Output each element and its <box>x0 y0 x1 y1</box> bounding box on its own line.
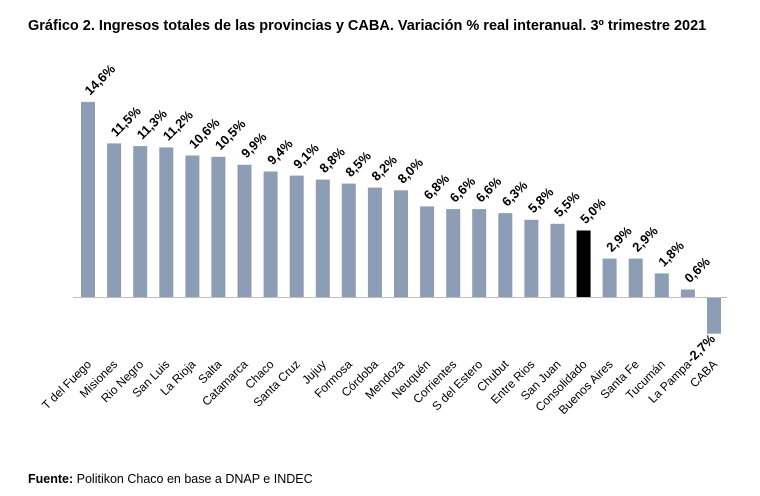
data-label: 0,6% <box>681 254 713 286</box>
data-label: 2,9% <box>629 223 661 255</box>
bar-córdoba <box>367 187 382 298</box>
bar-catamarca <box>237 164 252 298</box>
source-note: Fuente: Politikon Chaco en base a DNAP e… <box>28 472 313 486</box>
bar-chubut <box>498 213 513 298</box>
bar-s-del-estero <box>472 209 487 298</box>
bar-formosa <box>341 183 356 298</box>
data-label: 8,0% <box>395 155 427 187</box>
bar-neuquén <box>420 206 435 298</box>
bars-group <box>81 101 721 334</box>
data-label: 14,6% <box>82 61 119 98</box>
bar-buenos-aires <box>602 258 617 298</box>
source-label: Fuente: <box>28 472 74 486</box>
bar-jujuy <box>315 179 330 298</box>
bar-chaco <box>263 171 278 298</box>
chart-title: Gráfico 2. Ingresos totales de las provi… <box>28 18 707 34</box>
data-label: 6,6% <box>447 173 479 205</box>
bar-consolidado <box>576 230 591 298</box>
bar-san-luis <box>159 147 174 298</box>
bar-tucumán <box>654 273 669 298</box>
bar-santa-cruz <box>289 175 304 298</box>
bar-rio-negro <box>133 146 148 298</box>
data-label: 2,9% <box>603 223 635 255</box>
bar-mendoza <box>394 190 408 298</box>
bar-san-juan <box>550 223 565 298</box>
data-label: 8,2% <box>368 152 400 184</box>
bar-entre-rios <box>524 219 539 298</box>
bar-santa-fe <box>628 258 643 298</box>
bar-corrientes <box>446 209 461 298</box>
bar-caba <box>707 297 721 334</box>
data-label: 6,8% <box>421 171 453 203</box>
bar-salta <box>211 156 226 298</box>
bar-misiones <box>107 143 122 298</box>
bar-t-del-fuego <box>81 101 95 298</box>
data-label: 1,8% <box>655 238 687 270</box>
bar-la-rioja <box>185 155 200 298</box>
bar-la-pampa <box>680 289 695 298</box>
source-text: Politikon Chaco en base a DNAP e INDEC <box>76 472 313 486</box>
